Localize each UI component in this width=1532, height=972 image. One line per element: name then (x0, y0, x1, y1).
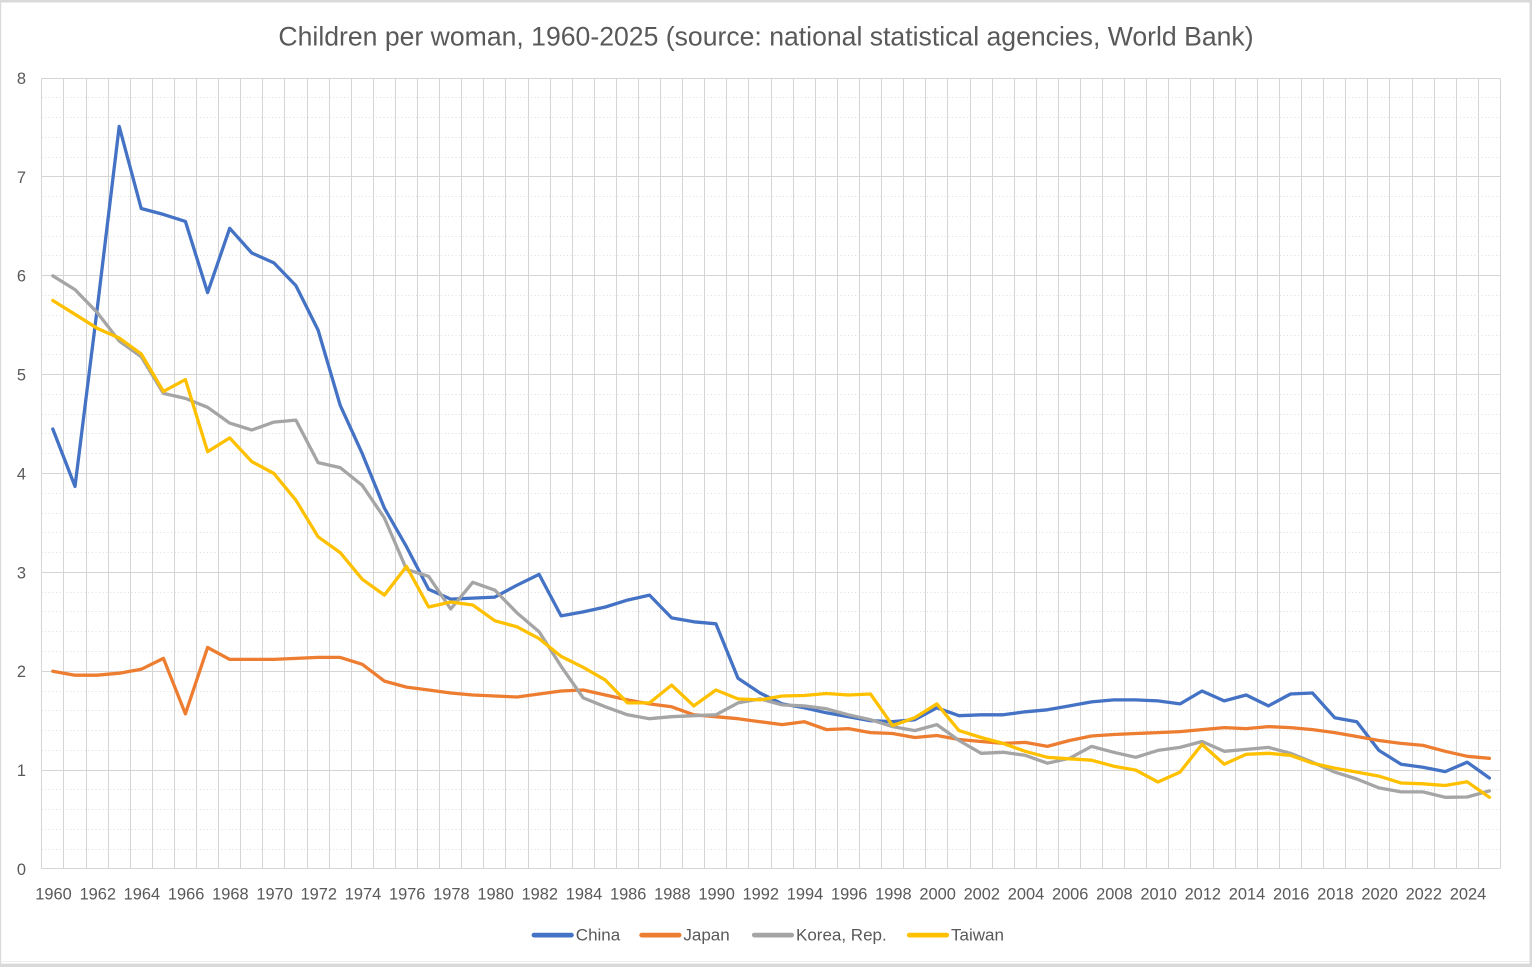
svg-text:1972: 1972 (301, 886, 337, 904)
svg-text:1970: 1970 (256, 886, 292, 904)
svg-text:4: 4 (17, 465, 26, 483)
svg-text:1982: 1982 (522, 886, 558, 904)
svg-text:2024: 2024 (1450, 886, 1486, 904)
svg-text:2008: 2008 (1096, 886, 1132, 904)
svg-text:1962: 1962 (80, 886, 116, 904)
svg-text:2010: 2010 (1140, 886, 1176, 904)
svg-text:1994: 1994 (787, 886, 823, 904)
svg-text:2014: 2014 (1229, 886, 1265, 904)
svg-text:2016: 2016 (1273, 886, 1309, 904)
svg-text:8: 8 (17, 70, 26, 88)
svg-text:China: China (576, 926, 621, 945)
svg-text:Taiwan: Taiwan (951, 926, 1004, 945)
svg-text:2004: 2004 (1008, 886, 1044, 904)
svg-text:1992: 1992 (743, 886, 779, 904)
svg-text:1996: 1996 (831, 886, 867, 904)
svg-text:1998: 1998 (875, 886, 911, 904)
svg-text:1976: 1976 (389, 886, 425, 904)
svg-text:1966: 1966 (168, 886, 204, 904)
svg-text:2000: 2000 (919, 886, 955, 904)
svg-text:1968: 1968 (212, 886, 248, 904)
svg-text:1988: 1988 (654, 886, 690, 904)
svg-text:0: 0 (17, 861, 26, 879)
svg-text:3: 3 (17, 564, 26, 582)
svg-text:1964: 1964 (124, 886, 160, 904)
svg-text:2018: 2018 (1317, 886, 1353, 904)
svg-text:Japan: Japan (683, 926, 729, 945)
svg-text:2: 2 (17, 663, 26, 681)
svg-text:7: 7 (17, 169, 26, 187)
svg-text:1978: 1978 (433, 886, 469, 904)
svg-text:2012: 2012 (1185, 886, 1221, 904)
svg-text:1984: 1984 (566, 886, 602, 904)
svg-text:1986: 1986 (610, 886, 646, 904)
svg-text:2002: 2002 (964, 886, 1000, 904)
svg-text:Korea, Rep.: Korea, Rep. (796, 926, 887, 945)
svg-text:1: 1 (17, 762, 26, 780)
svg-text:1980: 1980 (477, 886, 513, 904)
svg-text:Children per woman, 1960-2025: Children per woman, 1960-2025 (source: n… (278, 21, 1253, 51)
svg-text:6: 6 (17, 268, 26, 286)
svg-text:5: 5 (17, 367, 26, 385)
svg-text:2006: 2006 (1052, 886, 1088, 904)
svg-text:1990: 1990 (698, 886, 734, 904)
svg-text:1960: 1960 (35, 886, 71, 904)
svg-text:2022: 2022 (1406, 886, 1442, 904)
svg-text:2020: 2020 (1361, 886, 1397, 904)
svg-text:1974: 1974 (345, 886, 381, 904)
